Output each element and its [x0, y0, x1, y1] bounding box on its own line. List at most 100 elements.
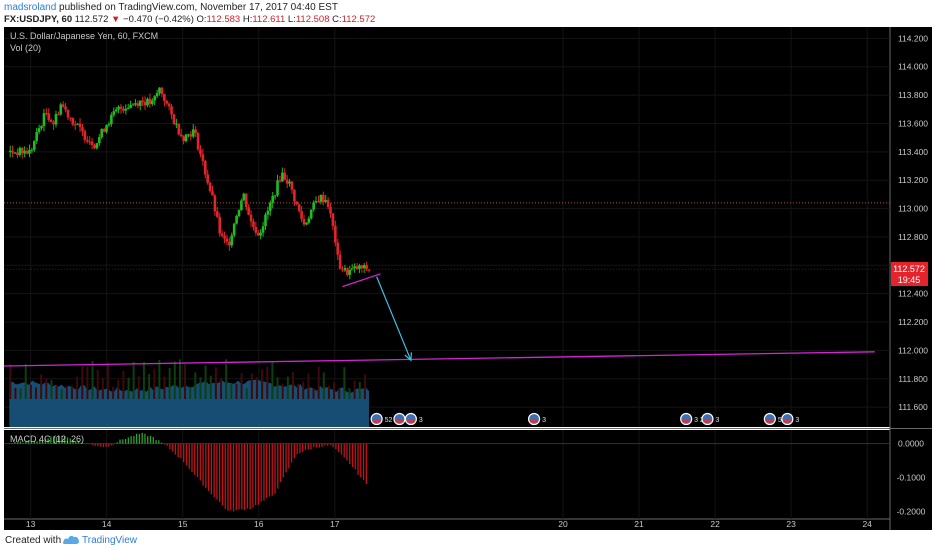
event-markers[interactable]: 52 23333 235 183	[370, 412, 800, 426]
candle-body	[281, 172, 284, 182]
time-axis-pane	[4, 519, 890, 530]
chart-canvas[interactable]: 52 23333 235 183 114.200114.000113.80011…	[0, 27, 932, 530]
macd-bar	[169, 443, 171, 450]
macd-bar	[130, 436, 132, 444]
candle-body	[208, 182, 212, 192]
macd-bar	[279, 443, 282, 483]
candle-body	[179, 134, 183, 137]
macd-bar	[33, 441, 35, 444]
volume-bar	[81, 366, 84, 399]
candle-body	[201, 154, 205, 161]
macd-bar	[19, 441, 22, 444]
price-badge-value: 112.572	[893, 264, 925, 274]
candle-body	[88, 141, 91, 143]
candle-body	[49, 119, 53, 123]
candle-body	[203, 160, 207, 175]
volume-bar	[9, 364, 12, 399]
event-count: 3	[715, 417, 719, 424]
candle-body	[81, 127, 84, 131]
macd-bar	[362, 443, 365, 480]
volume-bar	[112, 386, 115, 399]
macd-bar	[136, 433, 138, 444]
volume-bar	[297, 384, 300, 399]
flag-stripe-icon	[703, 419, 712, 423]
candle-body	[95, 143, 99, 149]
candle-body	[273, 195, 277, 197]
volume-bar	[19, 388, 22, 399]
candle-body	[220, 233, 224, 236]
macd-bar	[343, 443, 345, 458]
macd-bar	[47, 438, 49, 444]
candle-body	[264, 214, 267, 227]
macd-bar	[97, 443, 99, 447]
candle-body	[295, 201, 299, 205]
volume-bar	[76, 376, 79, 399]
tradingview-brand[interactable]: TradingView	[82, 535, 138, 546]
author-link[interactable]: madsroland	[4, 2, 57, 13]
event-marker[interactable]: 3	[527, 412, 547, 426]
volume-bar	[122, 370, 125, 399]
candle-body	[244, 193, 248, 208]
volume-bar	[163, 376, 166, 399]
price-badge: 112.572 19:45	[891, 262, 928, 286]
candle-body	[213, 195, 217, 212]
macd-bar	[285, 443, 287, 473]
volume-bar	[24, 364, 27, 399]
macd-bar	[171, 443, 174, 452]
volume-bar	[60, 388, 63, 399]
macd-bar	[299, 443, 301, 454]
candle-body	[355, 266, 359, 270]
grid-lines	[4, 27, 890, 519]
event-count: 3 2	[694, 417, 704, 424]
price-pane[interactable]	[4, 27, 890, 427]
volume-bar	[358, 382, 361, 399]
volume-bar	[14, 387, 17, 399]
price-tick-label: 112.000	[898, 345, 928, 355]
low-value: 112.508	[295, 14, 330, 25]
event-marker[interactable]: 3 2	[680, 412, 704, 426]
candle-body	[211, 191, 214, 196]
macd-bar	[346, 443, 348, 461]
macd-tick-label: -0.2000	[897, 507, 926, 517]
drawings[interactable]	[3, 202, 890, 367]
time-tick-label: 17	[330, 519, 340, 529]
candle-body	[314, 201, 318, 203]
macd-bar	[271, 443, 273, 496]
candle-body	[177, 123, 181, 135]
event-count: 3	[419, 417, 423, 424]
event-marker[interactable]: 3	[781, 412, 800, 426]
time-tick-label: 14	[102, 519, 112, 529]
event-marker[interactable]: 3	[404, 412, 423, 426]
high-value: 112.611	[252, 14, 286, 25]
macd-pane[interactable]	[4, 430, 890, 519]
candle-body	[131, 104, 135, 106]
event-marker[interactable]: 3	[701, 412, 720, 426]
macd-bar	[260, 443, 262, 502]
price-badge-countdown: 19:45	[898, 275, 921, 285]
candle-body	[288, 181, 291, 184]
macd-bar	[194, 443, 196, 475]
close-value: 112.572	[341, 14, 376, 25]
chart-header: madsroland published on TradingView.com,…	[0, 0, 932, 27]
candle-body	[141, 100, 144, 102]
volume-bar	[65, 386, 68, 399]
time-tick-label: 22	[710, 519, 720, 529]
volume-bar	[333, 382, 336, 399]
candle-body	[8, 150, 12, 152]
wedge-line	[342, 273, 381, 288]
open-value: 112.583	[206, 14, 241, 25]
publish-line: madsroland published on TradingView.com,…	[4, 1, 338, 14]
volume-bar	[173, 361, 176, 399]
macd-bar	[144, 433, 146, 444]
macd-bar	[36, 441, 38, 444]
macd-bar	[288, 443, 290, 469]
event-marker[interactable]: 52 2	[370, 412, 398, 426]
macd-bar	[147, 436, 149, 444]
volume-bar	[302, 381, 305, 399]
candle-body	[242, 193, 246, 201]
macd-bar	[332, 443, 334, 448]
candle-body	[143, 101, 147, 106]
volume-bar	[281, 383, 284, 399]
candle-body	[331, 213, 335, 227]
